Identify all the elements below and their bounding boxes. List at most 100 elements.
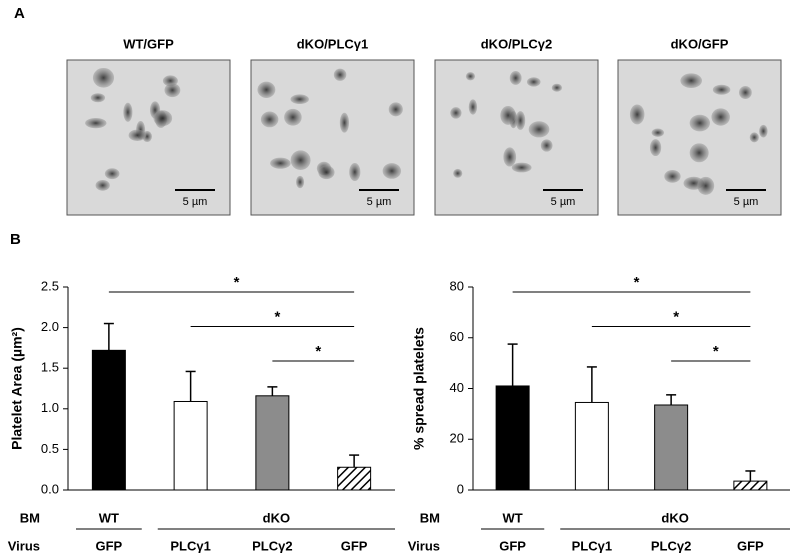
cell bbox=[339, 112, 350, 133]
cell bbox=[296, 175, 305, 189]
cell bbox=[128, 129, 146, 141]
cell bbox=[711, 108, 730, 126]
group-label: WT bbox=[99, 510, 119, 525]
cell bbox=[511, 162, 532, 173]
cell bbox=[257, 81, 276, 98]
group-label: dKO bbox=[263, 510, 290, 525]
cell bbox=[664, 170, 681, 183]
row-label: Virus bbox=[408, 538, 440, 553]
y-tick-label: 20 bbox=[450, 431, 464, 446]
cell bbox=[465, 72, 476, 81]
image-title: dKO/PLCγ1 bbox=[297, 36, 369, 51]
cell bbox=[270, 157, 291, 169]
y-tick-label: 40 bbox=[450, 380, 464, 395]
x-tick-label: PLCγ1 bbox=[572, 538, 612, 553]
x-tick-label: PLCγ2 bbox=[651, 538, 691, 553]
cell bbox=[153, 110, 173, 127]
significance-label: * bbox=[234, 274, 240, 291]
y-axis-label: Platelet Area (µm²) bbox=[9, 327, 25, 450]
cell bbox=[526, 77, 541, 87]
cell bbox=[349, 163, 361, 181]
bar bbox=[173, 400, 208, 491]
significance-label: * bbox=[713, 343, 719, 360]
y-tick-label: 1.5 bbox=[41, 360, 59, 375]
cell bbox=[759, 124, 768, 138]
y-tick-label: 60 bbox=[450, 329, 464, 344]
scale-label: 5 µm bbox=[183, 196, 208, 208]
cell bbox=[749, 132, 759, 143]
cell bbox=[123, 102, 133, 122]
micrographs: WT/GFP 5 µm dKO/PLCγ1 5 µm dKO/PLCγ2 5 µm dKO/… bbox=[66, 36, 782, 216]
cell bbox=[540, 139, 553, 152]
cell bbox=[680, 73, 703, 89]
x-tick-label: GFP bbox=[96, 538, 123, 553]
y-tick-label: 0.0 bbox=[41, 481, 59, 496]
significance-label: * bbox=[673, 308, 679, 325]
scale-label: 5 µm bbox=[551, 196, 576, 208]
cell bbox=[284, 108, 302, 126]
cell bbox=[651, 128, 665, 137]
y-tick-label: 0 bbox=[457, 481, 464, 496]
cell bbox=[468, 99, 478, 115]
significance-label: * bbox=[634, 274, 640, 291]
row-label: BM bbox=[20, 510, 40, 525]
cell bbox=[528, 121, 550, 138]
x-tick-label: PLCγ1 bbox=[170, 538, 210, 553]
cell bbox=[333, 68, 347, 81]
y-tick-label: 0.5 bbox=[41, 441, 59, 456]
panel-label: A bbox=[14, 5, 25, 22]
cell bbox=[95, 179, 110, 191]
bar bbox=[733, 480, 768, 491]
group-label: dKO bbox=[661, 510, 688, 525]
image-title: WT/GFP bbox=[123, 36, 174, 51]
scale-label: 5 µm bbox=[734, 196, 759, 208]
cell bbox=[551, 83, 563, 92]
y-tick-label: 80 bbox=[450, 278, 464, 293]
cell bbox=[90, 93, 106, 103]
cell bbox=[382, 163, 402, 179]
cell bbox=[453, 168, 463, 178]
cell bbox=[260, 111, 279, 128]
cell bbox=[290, 94, 309, 105]
cell bbox=[738, 86, 752, 100]
micrograph bbox=[250, 59, 415, 216]
bar bbox=[495, 385, 530, 491]
bar bbox=[574, 401, 609, 491]
cell bbox=[85, 117, 107, 129]
bar bbox=[654, 404, 689, 491]
bar bbox=[91, 349, 126, 491]
cell bbox=[500, 105, 516, 125]
cell bbox=[629, 104, 645, 125]
significance-label: * bbox=[274, 308, 280, 325]
x-tick-label: PLCγ2 bbox=[252, 538, 292, 553]
cell bbox=[649, 139, 662, 157]
cell bbox=[503, 147, 517, 167]
cell bbox=[92, 67, 115, 88]
y-tick-label: 2.5 bbox=[41, 278, 59, 293]
y-tick-label: 1.0 bbox=[41, 400, 59, 415]
cell bbox=[388, 102, 403, 117]
scale-label: 5 µm bbox=[367, 196, 392, 208]
cell bbox=[104, 168, 120, 180]
x-tick-label: GFP bbox=[499, 538, 526, 553]
cell bbox=[689, 143, 709, 163]
cell bbox=[697, 176, 715, 195]
bar bbox=[337, 466, 372, 491]
group-label: WT bbox=[503, 510, 523, 525]
row-label: BM bbox=[420, 510, 440, 525]
bar bbox=[255, 395, 290, 491]
charts: 0.0 0.5 1.0 1.5 2.0 2.5 Platelet Area (µm²) GFP… bbox=[8, 274, 790, 553]
image-title: dKO/PLCγ2 bbox=[481, 36, 553, 51]
x-tick-label: GFP bbox=[341, 538, 368, 553]
cell bbox=[290, 150, 311, 170]
y-axis-label: % spread platelets bbox=[411, 327, 427, 450]
cell bbox=[450, 107, 462, 119]
cell bbox=[164, 83, 181, 98]
row-label: Virus bbox=[8, 538, 40, 553]
cell bbox=[515, 111, 526, 130]
x-tick-label: GFP bbox=[737, 538, 764, 553]
y-tick-label: 2.0 bbox=[41, 319, 59, 334]
cell bbox=[318, 165, 335, 180]
cell bbox=[712, 84, 731, 95]
